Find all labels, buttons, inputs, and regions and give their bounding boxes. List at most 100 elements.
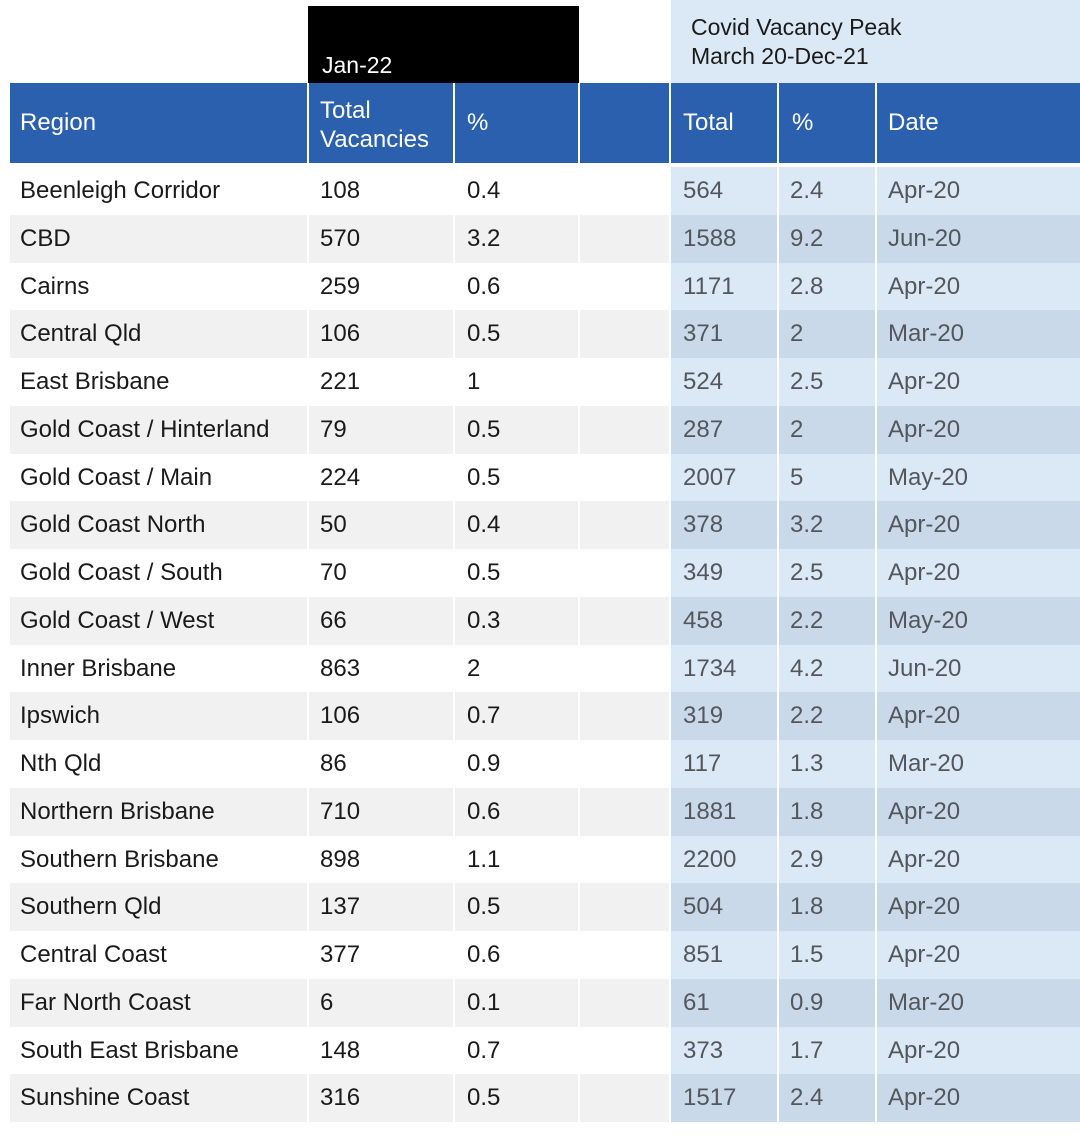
cell-peak-total: 458: [683, 607, 724, 634]
cell-region: Far North Coast: [20, 989, 191, 1016]
column-divider: [307, 883, 309, 931]
column-divider: [578, 263, 580, 311]
column-divider: [578, 310, 580, 358]
cell-total-vacancies: 86: [320, 750, 347, 777]
cell-pct: 0.7: [467, 1037, 501, 1064]
cell-region: Nth Qld: [20, 750, 102, 777]
cell-peak-total: 371: [683, 320, 724, 347]
column-divider: [307, 1027, 309, 1075]
cell-peak-date: Jun-20: [888, 225, 962, 252]
cell-peak-pct: 2.4: [790, 177, 824, 204]
jan-22-label: Jan-22: [322, 52, 393, 78]
cell-region: Inner Brisbane: [20, 655, 177, 682]
cell-peak-pct: 1.7: [790, 1037, 824, 1064]
cell-peak-pct: 2.9: [790, 846, 824, 873]
header-peak-date: Date: [888, 109, 939, 136]
column-divider: [669, 501, 671, 549]
column-divider: [578, 501, 580, 549]
column-divider: [453, 501, 455, 549]
column-divider: [777, 358, 779, 406]
column-divider: [453, 836, 455, 884]
column-divider: [875, 358, 877, 406]
cell-region: Beenleigh Corridor: [20, 177, 221, 204]
column-divider: [875, 454, 877, 502]
column-divider: [777, 788, 779, 836]
cell-peak-pct: 1.8: [790, 798, 824, 825]
column-divider: [578, 597, 580, 645]
column-divider: [777, 215, 779, 263]
column-divider: [578, 167, 580, 215]
cell-peak-total: 117: [683, 750, 722, 777]
jan-22-header: Jan-22: [308, 6, 579, 83]
column-divider: [453, 597, 455, 645]
column-divider: [777, 740, 779, 788]
column-divider: [669, 358, 671, 406]
cell-peak-date: Mar-20: [888, 750, 965, 777]
cell-peak-total: 319: [683, 702, 724, 729]
column-header-row: [10, 83, 1080, 163]
column-divider: [777, 1027, 779, 1075]
column-divider: [453, 167, 455, 215]
column-divider: [307, 549, 309, 597]
cell-pct: 0.5: [467, 320, 501, 347]
column-divider: [578, 215, 580, 263]
cell-peak-date: Apr-20: [888, 416, 961, 443]
column-divider: [453, 454, 455, 502]
cell-pct: 0.4: [467, 511, 501, 538]
header-pct: %: [467, 109, 489, 136]
column-divider: [453, 1027, 455, 1075]
cell-peak-date: Mar-20: [888, 320, 965, 347]
cell-pct: 0.6: [467, 798, 501, 825]
column-divider: [578, 358, 580, 406]
cell-pct: 0.9: [467, 750, 501, 777]
column-divider: [777, 310, 779, 358]
column-divider: [777, 454, 779, 502]
column-divider: [453, 788, 455, 836]
column-divider: [669, 1027, 671, 1075]
cell-pct: 0.5: [467, 464, 501, 491]
column-divider: [875, 692, 877, 740]
column-divider: [875, 501, 877, 549]
cell-peak-total: 373: [683, 1037, 724, 1064]
column-divider: [669, 263, 671, 311]
column-divider: [307, 788, 309, 836]
column-divider: [453, 358, 455, 406]
header-divider: [669, 83, 671, 163]
column-divider: [875, 645, 877, 693]
column-divider: [777, 692, 779, 740]
column-divider: [453, 692, 455, 740]
column-divider: [307, 979, 309, 1027]
column-divider: [453, 740, 455, 788]
column-divider: [777, 549, 779, 597]
cell-peak-pct: 2.8: [790, 273, 824, 300]
cell-region: Gold Coast / West: [20, 607, 215, 634]
cell-peak-total: 1171: [683, 273, 735, 300]
column-divider: [669, 549, 671, 597]
cell-peak-total: 2200: [683, 846, 737, 873]
cell-region: Gold Coast North: [20, 511, 206, 538]
column-divider: [669, 645, 671, 693]
column-divider: [669, 931, 671, 979]
cell-peak-date: Apr-20: [888, 702, 961, 729]
column-divider: [669, 1074, 671, 1122]
cell-peak-pct: 4.2: [790, 655, 824, 682]
column-divider: [875, 1074, 877, 1122]
column-divider: [777, 645, 779, 693]
column-divider: [453, 310, 455, 358]
column-divider: [578, 645, 580, 693]
column-divider: [453, 883, 455, 931]
cell-peak-date: Apr-20: [888, 1037, 961, 1064]
cell-pct: 0.6: [467, 273, 501, 300]
covid-peak-title: Covid Vacancy Peak: [691, 14, 902, 40]
column-divider: [777, 263, 779, 311]
cell-total-vacancies: 148: [320, 1037, 361, 1064]
cell-region: Gold Coast / South: [20, 559, 223, 586]
column-divider: [669, 836, 671, 884]
cell-region: Central Qld: [20, 320, 142, 347]
cell-peak-total: 504: [683, 893, 724, 920]
cell-region: Gold Coast / Main: [20, 464, 213, 491]
cell-region: East Brisbane: [20, 368, 170, 395]
column-divider: [875, 597, 877, 645]
cell-total-vacancies: 79: [320, 416, 347, 443]
column-divider: [669, 310, 671, 358]
